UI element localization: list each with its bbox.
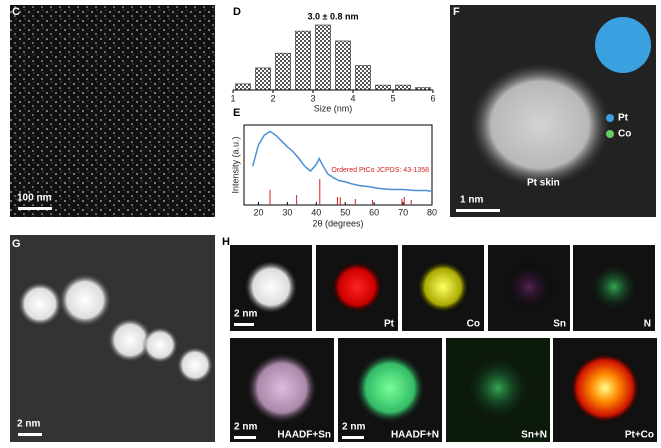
image-c	[10, 5, 215, 217]
scale-label: 100 nm	[17, 193, 52, 204]
x-tick-label: 20	[253, 207, 263, 217]
x-tick-label: 40	[311, 207, 321, 217]
map-label: Pt	[384, 319, 395, 330]
map-label: Pt+Co	[625, 430, 654, 441]
x-tick-label: 5	[390, 93, 395, 103]
scale-label: 1 nm	[460, 195, 483, 206]
bar	[375, 84, 391, 91]
x-tick-label: 60	[369, 207, 379, 217]
particle	[463, 353, 533, 423]
bar	[395, 84, 411, 91]
legend: Pt	[618, 113, 629, 124]
bar	[255, 67, 271, 91]
x-tick-label: 50	[340, 207, 350, 217]
map-label: Sn	[553, 319, 566, 330]
legend-dot	[606, 114, 614, 122]
panel-label: E	[233, 107, 240, 119]
particle	[245, 261, 297, 313]
particle	[417, 261, 469, 313]
scale-label: 2 nm	[234, 422, 257, 433]
x-tick-label: 70	[398, 207, 408, 217]
scale-bar	[456, 209, 500, 212]
x-tick-label: 6	[430, 93, 435, 103]
bar	[235, 83, 251, 91]
legend-dot	[606, 130, 614, 138]
scale-label: 2 nm	[342, 422, 365, 433]
particle	[355, 353, 425, 423]
x-tick-label: 3	[310, 93, 315, 103]
bar	[315, 24, 331, 91]
panel-label: D	[233, 6, 241, 18]
bar	[335, 40, 351, 91]
legend-label: Ordered PtCo JCPDS: 43-1358	[331, 167, 429, 174]
scale-bar	[234, 323, 254, 326]
bar	[355, 65, 371, 91]
scale-bar	[18, 433, 42, 436]
panel-label: G	[12, 238, 21, 250]
x-tick-label: 2	[270, 93, 275, 103]
scale-bar	[342, 436, 364, 439]
panel-label: F	[453, 6, 460, 18]
x-tick-label: 1	[230, 93, 235, 103]
particle	[503, 261, 555, 313]
model	[595, 17, 651, 73]
x-axis-label: Size (nm)	[314, 103, 353, 113]
bar	[295, 30, 311, 91]
x-tick-label: 30	[282, 207, 292, 217]
panel-label: C	[12, 6, 20, 18]
x-tick-label: 4	[350, 93, 355, 103]
particle	[570, 353, 640, 423]
x-tick-label: 80	[427, 207, 437, 217]
map-label: Co	[467, 319, 480, 330]
x-axis-label: 2θ (degrees)	[312, 218, 363, 228]
map-label: Sn+N	[521, 430, 547, 441]
map-label: HAADF+N	[391, 430, 439, 441]
scale-label: 2 nm	[234, 309, 257, 320]
map-label: N	[644, 319, 651, 330]
scale-label: 2 nm	[17, 419, 40, 430]
panel-label: H	[222, 236, 230, 248]
scale-bar	[18, 207, 52, 210]
particle	[247, 353, 317, 423]
bar	[275, 52, 291, 91]
map-label: HAADF+Sn	[277, 430, 331, 441]
particle	[470, 63, 610, 187]
particle	[588, 261, 640, 313]
scale-bar	[234, 436, 256, 439]
particle	[331, 261, 383, 313]
chart-title: 3.0 ± 0.8 nm	[308, 11, 359, 21]
plot-frame	[243, 124, 433, 206]
legend: Co	[618, 129, 631, 140]
y-axis-label: Intensity (a.u.)	[230, 136, 240, 193]
annotation: Pt skin	[527, 178, 560, 189]
line	[251, 130, 433, 193]
